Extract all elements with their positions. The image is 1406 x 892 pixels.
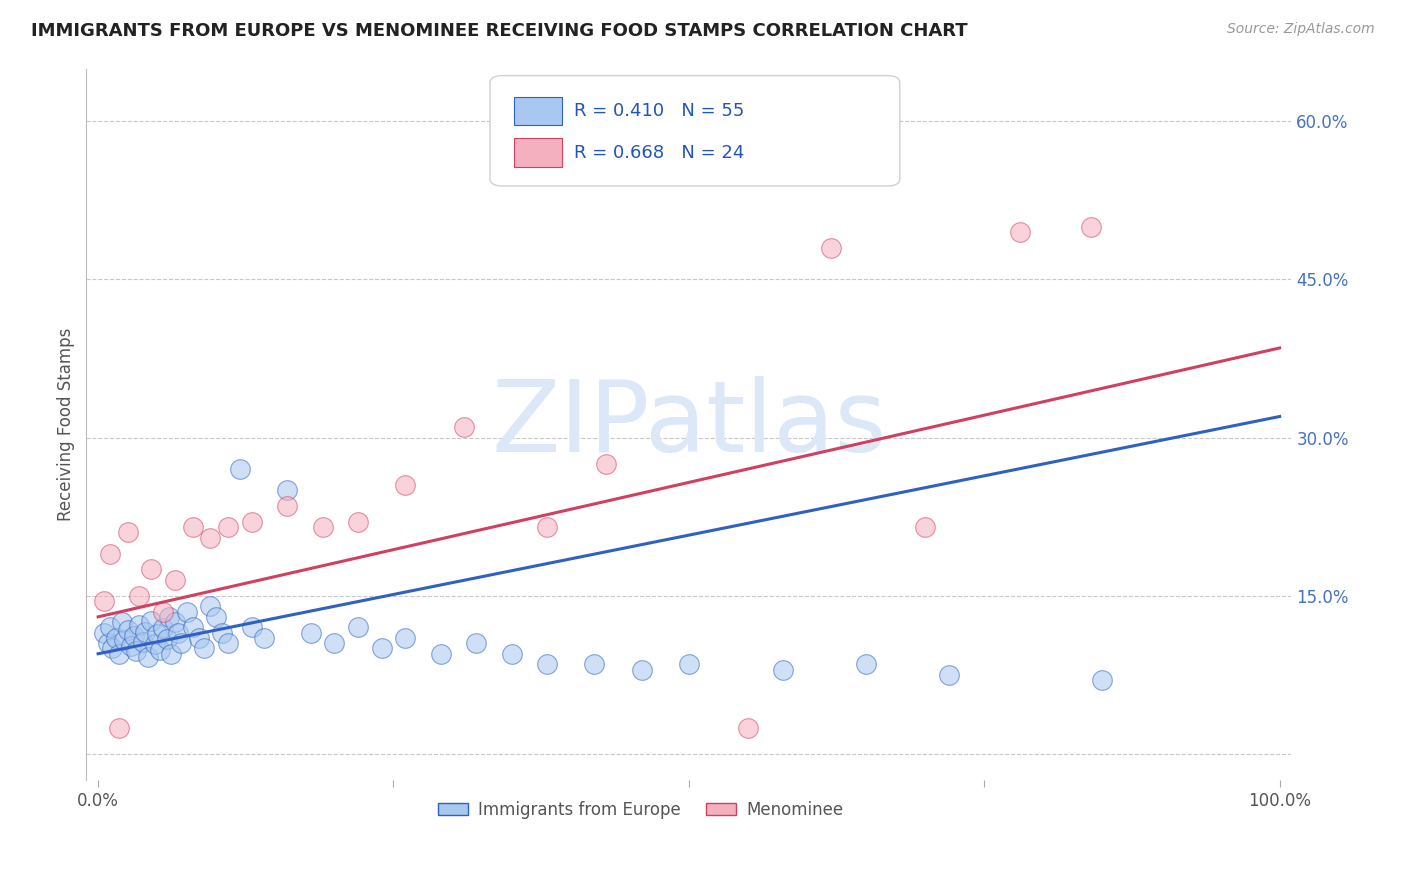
Text: R = 0.668   N = 24: R = 0.668 N = 24 — [575, 144, 745, 161]
Point — [1080, 219, 1102, 234]
Point — [630, 663, 652, 677]
Point — [134, 624, 156, 639]
Point — [143, 637, 166, 651]
Point — [108, 647, 131, 661]
Point — [128, 618, 150, 632]
Point — [772, 663, 794, 677]
Point — [125, 643, 148, 657]
Point — [855, 657, 877, 672]
Point — [132, 635, 155, 649]
Point — [938, 668, 960, 682]
Point — [536, 520, 558, 534]
Point — [122, 629, 145, 643]
Point — [141, 614, 163, 628]
Point — [96, 636, 118, 650]
Point — [170, 636, 193, 650]
Point — [536, 657, 558, 672]
Point — [148, 642, 170, 657]
Point — [311, 520, 333, 534]
Point — [157, 610, 180, 624]
Point — [117, 525, 139, 540]
Point — [1008, 225, 1031, 239]
Point — [252, 631, 274, 645]
Point — [93, 594, 115, 608]
Point — [160, 647, 183, 661]
Point — [104, 631, 127, 645]
Point — [108, 721, 131, 735]
Point — [347, 515, 370, 529]
Point — [595, 457, 617, 471]
Point — [240, 515, 263, 529]
FancyBboxPatch shape — [491, 76, 900, 186]
Point — [128, 589, 150, 603]
Point — [465, 636, 488, 650]
Point — [163, 615, 186, 629]
Point — [211, 625, 233, 640]
Point — [217, 636, 239, 650]
Point — [394, 631, 416, 645]
Point — [176, 605, 198, 619]
Point — [678, 657, 700, 672]
Point — [136, 649, 159, 664]
Point — [453, 420, 475, 434]
Text: Source: ZipAtlas.com: Source: ZipAtlas.com — [1227, 22, 1375, 37]
Point — [583, 657, 606, 672]
Point — [120, 640, 142, 654]
Point — [193, 641, 215, 656]
Point — [181, 520, 204, 534]
Point — [205, 610, 228, 624]
Point — [299, 625, 322, 640]
Point — [200, 599, 222, 614]
Point — [112, 633, 135, 648]
Point — [93, 625, 115, 640]
Point — [152, 622, 174, 636]
Point — [276, 483, 298, 498]
Point — [501, 647, 523, 661]
Text: IMMIGRANTS FROM EUROPE VS MENOMINEE RECEIVING FOOD STAMPS CORRELATION CHART: IMMIGRANTS FROM EUROPE VS MENOMINEE RECE… — [31, 22, 967, 40]
Text: ZIPatlas: ZIPatlas — [491, 376, 887, 473]
Point — [394, 478, 416, 492]
Point — [167, 625, 190, 640]
Point — [163, 573, 186, 587]
Point — [141, 562, 163, 576]
Legend: Immigrants from Europe, Menominee: Immigrants from Europe, Menominee — [432, 794, 849, 825]
Point — [737, 721, 759, 735]
Point — [217, 520, 239, 534]
Point — [98, 620, 121, 634]
Point — [146, 626, 169, 640]
Point — [347, 620, 370, 634]
Point — [820, 241, 842, 255]
Point — [181, 620, 204, 634]
FancyBboxPatch shape — [515, 138, 562, 167]
Point — [276, 499, 298, 513]
Point — [429, 647, 451, 661]
Point — [111, 615, 134, 629]
Point — [1091, 673, 1114, 687]
Point — [156, 632, 179, 646]
FancyBboxPatch shape — [515, 97, 562, 126]
Point — [152, 605, 174, 619]
Point — [101, 641, 124, 656]
Point — [240, 620, 263, 634]
Y-axis label: Receiving Food Stamps: Receiving Food Stamps — [58, 327, 75, 521]
Point — [914, 520, 936, 534]
Point — [187, 631, 209, 645]
Point — [117, 623, 139, 637]
Point — [229, 462, 252, 476]
Point — [200, 531, 222, 545]
Point — [370, 641, 392, 656]
Text: R = 0.410   N = 55: R = 0.410 N = 55 — [575, 103, 745, 120]
Point — [323, 636, 346, 650]
Point — [98, 547, 121, 561]
